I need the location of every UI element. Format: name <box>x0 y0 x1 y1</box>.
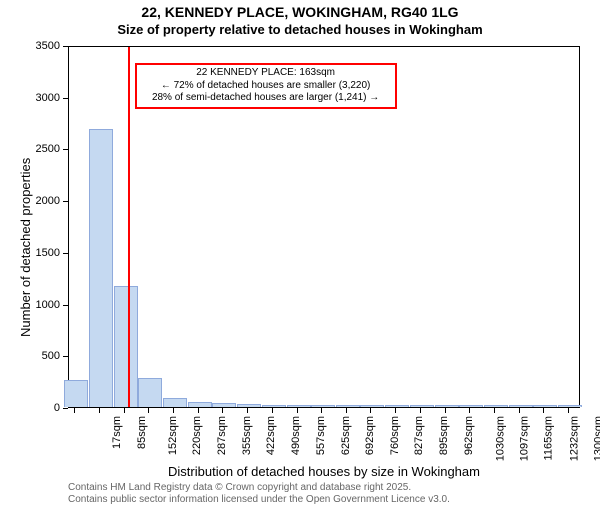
plot-area: 22 KENNEDY PLACE: 163sqm ← 72% of detach… <box>68 46 580 408</box>
histogram-bar <box>138 378 162 407</box>
y-tick-mark <box>63 305 68 306</box>
x-tick-mark <box>148 408 149 413</box>
histogram-bar <box>237 404 261 407</box>
histogram-bar <box>533 405 557 407</box>
x-tick-mark <box>420 408 421 413</box>
y-tick-mark <box>63 253 68 254</box>
histogram-bar <box>287 405 311 407</box>
x-tick-label: 557sqm <box>315 416 327 455</box>
y-tick-mark <box>63 46 68 47</box>
chart-title-sub: Size of property relative to detached ho… <box>0 22 600 37</box>
x-tick-label: 1030sqm <box>494 416 506 461</box>
x-tick-mark <box>494 408 495 413</box>
histogram-bar <box>435 405 459 407</box>
annotation-line-1: 22 KENNEDY PLACE: 163sqm <box>141 67 391 80</box>
footer-line-1: Contains HM Land Registry data © Crown c… <box>68 482 411 493</box>
x-tick-mark <box>346 408 347 413</box>
x-tick-mark <box>519 408 520 413</box>
x-tick-mark <box>445 408 446 413</box>
x-tick-label: 760sqm <box>389 416 401 455</box>
y-tick-label: 1000 <box>20 299 60 311</box>
histogram-bar <box>311 405 335 407</box>
x-tick-mark <box>395 408 396 413</box>
chart-title-main: 22, KENNEDY PLACE, WOKINGHAM, RG40 1LG <box>0 4 600 20</box>
x-tick-label: 827sqm <box>414 416 426 455</box>
x-tick-label: 692sqm <box>364 416 376 455</box>
histogram-bar <box>459 405 483 407</box>
y-tick-label: 0 <box>20 402 60 414</box>
y-tick-label: 500 <box>20 350 60 362</box>
y-tick-label: 2000 <box>20 195 60 207</box>
histogram-bar <box>360 405 384 407</box>
x-tick-label: 1097sqm <box>518 416 530 461</box>
y-tick-mark <box>63 356 68 357</box>
x-tick-mark <box>321 408 322 413</box>
x-tick-label: 1232sqm <box>568 416 580 461</box>
histogram-bar <box>64 380 88 407</box>
y-tick-mark <box>63 149 68 150</box>
x-tick-mark <box>198 408 199 413</box>
property-marker-line <box>128 47 130 407</box>
x-tick-mark <box>568 408 569 413</box>
chart-container: 22, KENNEDY PLACE, WOKINGHAM, RG40 1LG S… <box>0 0 600 500</box>
x-tick-mark <box>543 408 544 413</box>
histogram-bar <box>558 405 582 407</box>
y-tick-mark <box>63 201 68 202</box>
x-tick-label: 422sqm <box>265 416 277 455</box>
histogram-bar <box>509 405 533 407</box>
histogram-bar <box>212 403 236 407</box>
y-tick-label: 3000 <box>20 92 60 104</box>
x-tick-label: 895sqm <box>438 416 450 455</box>
y-tick-mark <box>63 408 68 409</box>
x-tick-mark <box>74 408 75 413</box>
x-tick-mark <box>99 408 100 413</box>
x-tick-label: 220sqm <box>192 416 204 455</box>
y-tick-label: 1500 <box>20 247 60 259</box>
x-tick-label: 490sqm <box>290 416 302 455</box>
x-tick-mark <box>247 408 248 413</box>
histogram-bar <box>262 405 286 407</box>
histogram-bar <box>188 402 212 407</box>
x-tick-label: 962sqm <box>463 416 475 455</box>
x-tick-mark <box>469 408 470 413</box>
histogram-bar <box>114 286 138 407</box>
x-tick-mark <box>173 408 174 413</box>
annotation-line-3: 28% of semi-detached houses are larger (… <box>141 92 391 105</box>
y-tick-label: 2500 <box>20 143 60 155</box>
x-tick-mark <box>222 408 223 413</box>
x-tick-label: 17sqm <box>111 416 123 449</box>
y-tick-label: 3500 <box>20 40 60 52</box>
annotation-line-2: ← 72% of detached houses are smaller (3,… <box>141 80 391 93</box>
histogram-bar <box>89 129 113 407</box>
x-tick-label: 152sqm <box>167 416 179 455</box>
histogram-bar <box>484 405 508 407</box>
annotation-box: 22 KENNEDY PLACE: 163sqm ← 72% of detach… <box>135 63 397 109</box>
x-tick-mark <box>272 408 273 413</box>
x-tick-mark <box>370 408 371 413</box>
y-tick-mark <box>63 98 68 99</box>
x-tick-label: 85sqm <box>136 416 148 449</box>
x-tick-label: 355sqm <box>241 416 253 455</box>
histogram-bar <box>385 405 409 407</box>
x-tick-mark <box>297 408 298 413</box>
x-tick-label: 1165sqm <box>542 416 554 460</box>
histogram-bar <box>163 398 187 407</box>
x-tick-label: 1300sqm <box>593 416 600 461</box>
histogram-bar <box>410 405 434 407</box>
x-tick-mark <box>124 408 125 413</box>
x-tick-label: 625sqm <box>340 416 352 455</box>
x-axis-label: Distribution of detached houses by size … <box>68 464 580 479</box>
histogram-bar <box>336 405 360 407</box>
x-tick-label: 287sqm <box>216 416 228 455</box>
